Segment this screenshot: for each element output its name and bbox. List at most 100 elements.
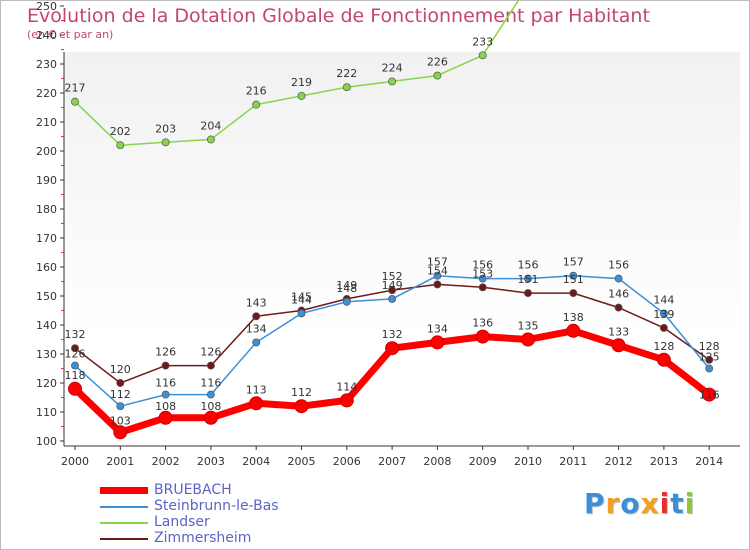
data-label: 134 [427,322,448,335]
data-point [385,341,400,356]
data-point [203,410,218,425]
data-label: 139 [653,308,674,321]
data-label: 157 [427,256,448,269]
data-point [388,286,397,295]
data-point [342,83,351,92]
data-label: 113 [246,383,267,396]
data-label: 145 [291,291,312,304]
logo-letter: t [670,487,685,520]
data-point [161,361,170,370]
x-tick-label: 2004 [242,455,270,468]
data-label: 132 [65,328,86,341]
logo-letter: o [620,487,641,520]
data-point [524,289,532,298]
data-point [475,329,490,344]
data-point [388,77,397,86]
data-label: 217 [65,82,86,95]
data-point [68,381,82,396]
x-tick-label: 2011 [559,455,587,468]
data-point [659,309,668,318]
y-tick-label: 190 [36,174,57,187]
data-label: 144 [653,293,674,306]
logo-letter: i [659,487,671,520]
data-label: 149 [336,279,357,292]
data-label: 233 [472,35,493,48]
data-point [433,71,442,80]
data-label: 143 [246,296,267,309]
plot-background [64,52,740,456]
data-label: 149 [382,279,403,292]
data-point [116,141,125,150]
x-tick-label: 2002 [152,455,180,468]
data-label: 138 [563,311,584,324]
data-point [71,361,79,370]
legend-label: Landser [154,514,210,530]
data-point [705,355,714,364]
y-tick-label: 160 [36,261,57,274]
data-point [116,379,125,387]
data-label: 108 [155,400,176,413]
data-label: 156 [472,259,493,272]
data-label: 153 [472,267,493,280]
legend-item: BRUEBACH [100,482,360,499]
data-label: 128 [653,340,674,353]
data-label: 135 [518,320,539,333]
data-point [614,303,623,312]
y-tick-label: 170 [36,232,57,245]
data-label: 219 [291,76,312,89]
data-point [521,332,535,347]
data-label: 116 [699,389,720,402]
data-label: 157 [563,256,584,269]
data-label: 133 [608,325,629,338]
data-label: 226 [427,56,448,69]
data-label: 202 [110,125,131,138]
data-point [249,396,264,411]
y-tick-label: 140 [36,319,57,332]
data-point [161,138,170,147]
y-tick-label: 210 [36,116,57,129]
data-point [388,294,397,303]
data-label: 134 [246,322,267,335]
x-tick-label: 2013 [650,455,678,468]
data-point [478,274,487,283]
data-label: 156 [518,259,539,272]
data-label: 108 [200,400,221,413]
legend-label: Zimmersheim [154,530,252,546]
data-label: 151 [518,273,539,286]
data-point [161,390,170,399]
x-tick-label: 2009 [469,455,497,468]
data-point [569,289,578,298]
data-label: 120 [110,363,131,376]
data-label: 146 [608,288,629,301]
data-point [297,91,306,100]
data-label: 151 [563,273,584,286]
x-tick-label: 2008 [423,455,451,468]
data-point [569,271,578,280]
data-label: 112 [110,388,131,401]
x-tick-label: 2007 [378,455,406,468]
data-point [116,402,125,411]
y-tick-label: 130 [36,348,57,361]
data-point [113,425,128,440]
logo-letter: i [684,487,696,520]
logo-letter: r [605,487,621,520]
y-tick-label: 120 [36,377,57,390]
y-tick-label: 100 [36,435,57,448]
legend-item: Zimmersheim [100,530,360,547]
y-tick-label: 200 [36,145,57,158]
data-point [433,271,442,280]
data-point [297,309,306,318]
x-tick-label: 2000 [61,455,89,468]
data-label: 116 [155,377,176,390]
legend-label: Steinbrunn-le-Bas [154,498,279,514]
data-point [614,274,623,283]
legend-item: Landser [100,514,360,531]
x-tick-label: 2014 [695,455,723,468]
data-point [71,97,79,106]
data-point [71,344,79,353]
data-label: 125 [699,351,720,364]
data-point [206,390,215,399]
data-label: 112 [291,386,312,399]
data-point [705,364,714,373]
